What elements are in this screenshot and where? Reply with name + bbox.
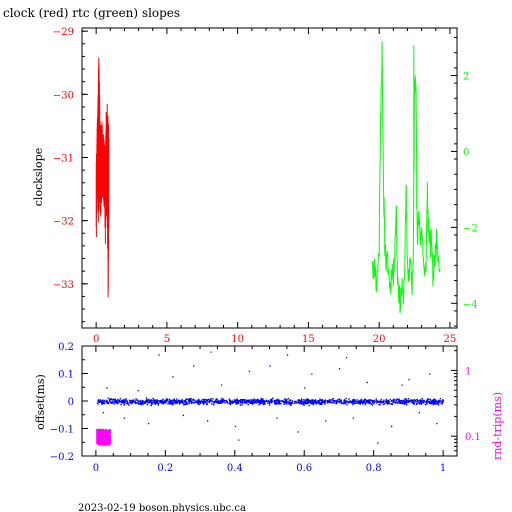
x-tick-label: 15 — [302, 334, 315, 345]
y-tick-label: −30 — [53, 90, 74, 101]
y-axis-label: clockslope — [32, 148, 45, 206]
right-y-tick-label: −4 — [463, 299, 478, 310]
offset-point-band — [96, 397, 445, 407]
clock-slope-series — [95, 57, 110, 298]
y-tick-label: −33 — [53, 280, 74, 291]
y-tick-label: −32 — [53, 217, 74, 228]
rnd-trip-axis-label: rnd-trip(ms) — [491, 392, 504, 460]
bottom-x-tick-label: 0.4 — [227, 463, 243, 474]
offset-tick-label: −0.2 — [50, 452, 74, 463]
offset-axis-label: offset(ms) — [34, 374, 47, 430]
x-tick-label: 5 — [164, 334, 170, 345]
offset-tick-label: 0.1 — [58, 370, 74, 381]
offset-tick-label: 0.2 — [58, 342, 74, 353]
right-y-tick-label: 2 — [463, 71, 469, 82]
bottom-x-tick-label: 0.8 — [366, 463, 382, 474]
x-tick-label: 0 — [93, 334, 99, 345]
top-plot-frame — [81, 27, 458, 329]
offset-outlier-points — [102, 351, 438, 444]
y-tick-label: −31 — [53, 153, 74, 164]
bottom-x-tick-label: 0.6 — [296, 463, 312, 474]
x-tick-label: 20 — [373, 334, 386, 345]
rnd-trip-points — [96, 428, 112, 446]
y-tick-label: −29 — [53, 27, 74, 38]
rtc-slope-series — [371, 41, 441, 314]
bottom-x-tick-label: 0.2 — [157, 463, 173, 474]
right-y-tick-label: 0 — [463, 147, 469, 158]
bottom-x-tick-label: 1 — [440, 463, 446, 474]
rnd-trip-tick-label: 0.1 — [465, 432, 481, 443]
offset-tick-label: 0 — [68, 397, 74, 408]
rnd-trip-tick-label: 1 — [465, 366, 471, 377]
bottom-x-tick-label: 0 — [93, 463, 99, 474]
footer-note: 2023-02-19 boson.physics.ubc.ca — [78, 503, 246, 512]
x-tick-label: 25 — [444, 334, 457, 345]
chart-title: clock (red) rtc (green) slopes — [3, 6, 180, 20]
right-y-tick-label: −2 — [463, 223, 478, 234]
offset-tick-label: −0.1 — [50, 425, 74, 436]
x-tick-label: 10 — [231, 334, 244, 345]
